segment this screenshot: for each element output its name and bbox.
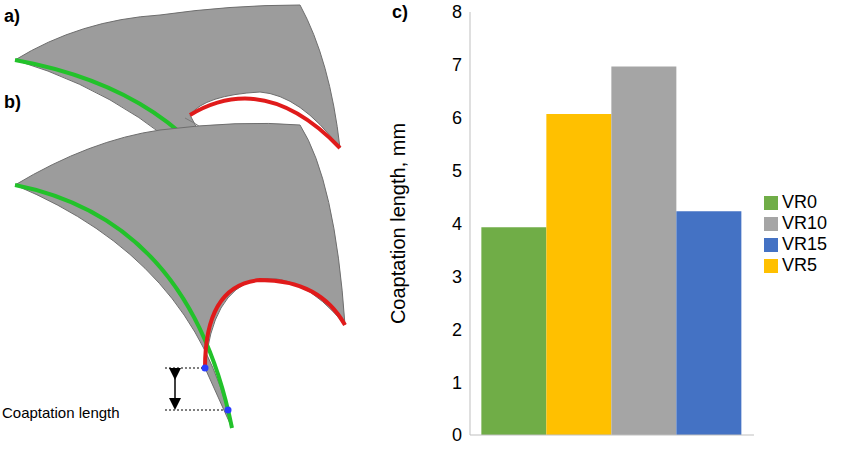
svg-text:3: 3 [452, 267, 462, 287]
svg-text:8: 8 [452, 2, 462, 22]
svg-text:1: 1 [452, 373, 462, 393]
svg-text:6: 6 [452, 108, 462, 128]
html-text:VR15: VR15 [782, 233, 827, 254]
html-text:c): c) [392, 2, 408, 22]
html-text:VR5: VR5 [782, 254, 817, 275]
html-text:VR10: VR10 [782, 212, 827, 233]
svg-text:Coaptation length: Coaptation length [2, 404, 120, 421]
svg-text:0: 0 [452, 425, 462, 445]
svg-text:2: 2 [452, 320, 462, 340]
svg-text:4: 4 [452, 214, 462, 234]
html-text:VR0: VR0 [782, 191, 817, 212]
svg-text:7: 7 [452, 55, 462, 75]
svg-text:5: 5 [452, 161, 462, 181]
svg-text:a): a) [4, 6, 20, 26]
svg-text:Coaptation length, mm: Coaptation length, mm [387, 123, 409, 324]
svg-text:b): b) [4, 92, 21, 112]
